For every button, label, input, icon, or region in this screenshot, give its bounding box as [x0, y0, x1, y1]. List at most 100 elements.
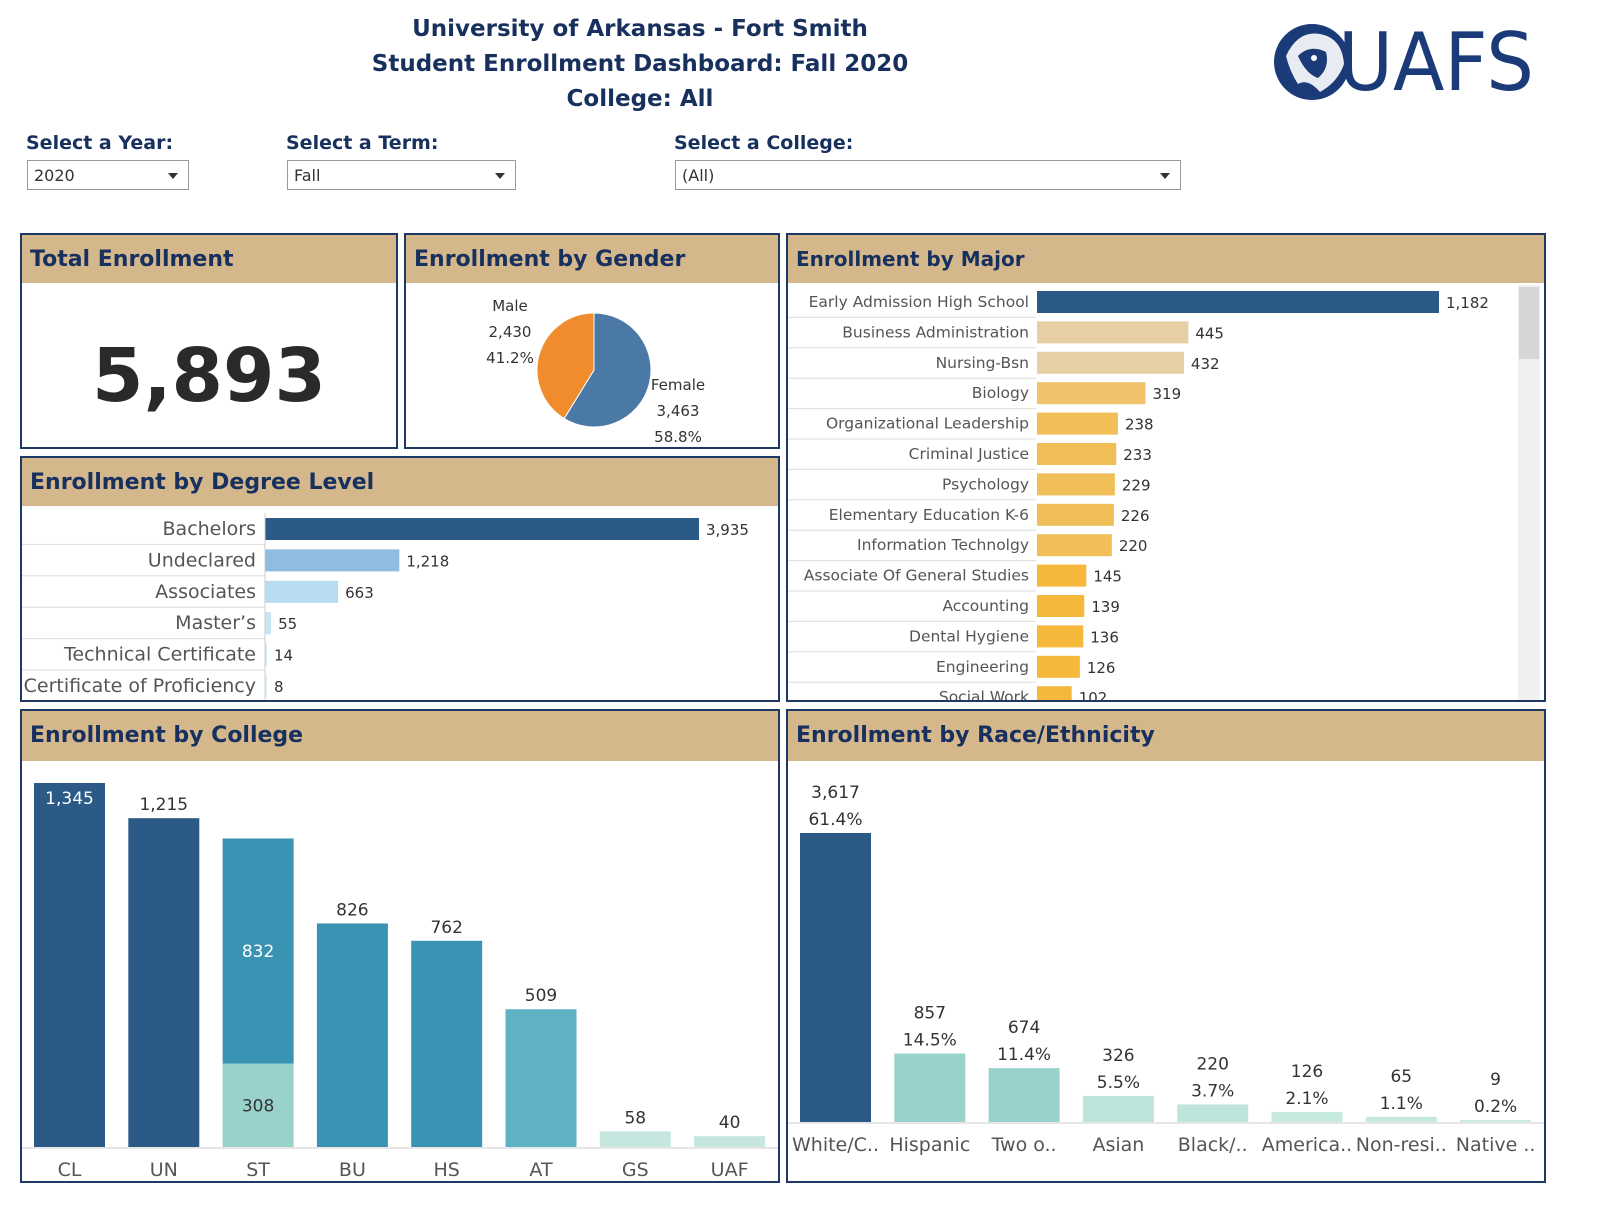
total-enrollment-panel: Total Enrollment 5,893 [20, 233, 398, 449]
major-value-label: 1,182 [1446, 294, 1489, 312]
degree-bar [265, 643, 267, 666]
race-category-label: America.. [1262, 1134, 1352, 1156]
major-category-label: Biology [972, 384, 1029, 402]
major-panel: Enrollment by Major Early Admission High… [786, 233, 1546, 702]
major-value-label: 220 [1119, 537, 1148, 555]
major-bar-chart: Early Admission High School 1,182 Business… [788, 285, 1540, 700]
year-filter-label: Select a Year: [26, 132, 174, 154]
race-value-label: 9 [1490, 1070, 1501, 1090]
college-category-label: BU [339, 1159, 366, 1181]
major-bar [1037, 412, 1118, 435]
major-value-label: 432 [1191, 355, 1220, 373]
college-category-label: HS [434, 1159, 460, 1181]
major-category-label: Early Admission High School [809, 293, 1029, 311]
scrollbar-track [1518, 285, 1540, 700]
college-category-label: UAF [711, 1159, 749, 1181]
degree-bar [265, 518, 699, 540]
chevron-down-icon [495, 173, 505, 179]
major-bar [1037, 351, 1184, 374]
race-bar [1271, 1111, 1343, 1122]
major-category-label: Elementary Education K-6 [829, 506, 1029, 524]
pie-label-female: Female [651, 376, 705, 394]
total-enrollment-title: Total Enrollment [22, 235, 396, 283]
major-value-label: 136 [1090, 628, 1119, 646]
term-select[interactable]: Fall [287, 160, 516, 190]
college-bar [128, 818, 200, 1147]
race-value-label: 674 [1008, 1018, 1040, 1038]
race-bar [988, 1068, 1060, 1122]
race-bar [894, 1053, 966, 1122]
major-bar [1037, 534, 1112, 557]
college-bar-chart: 1,345 CL 1,215 UN 308 832 ST 826 BU 762 HS 509 AT 58 G… [22, 783, 778, 1181]
college-bar [316, 923, 388, 1147]
total-enrollment-value: 5,893 [91, 333, 327, 419]
college-select[interactable]: (All) [675, 160, 1181, 190]
college-value-label: 40 [719, 1113, 741, 1133]
dashboard-title-line1: University of Arkansas - Fort Smith [412, 16, 868, 42]
major-value-label: 102 [1079, 689, 1108, 700]
degree-bar [265, 549, 400, 572]
dashboard-title-line2: Student Enrollment Dashboard: Fall 2020 [371, 51, 909, 77]
major-value-label: 445 [1195, 324, 1224, 342]
college-bar-lower [222, 1063, 294, 1147]
race-bar [1177, 1104, 1249, 1122]
college-bar [222, 838, 294, 1064]
major-bar [1037, 443, 1117, 465]
race-percent-label: 14.5% [903, 1031, 957, 1051]
degree-value-label: 1,218 [406, 552, 449, 570]
degree-value-label: 8 [274, 678, 284, 696]
major-bar [1037, 503, 1114, 526]
college-filter-label: Select a College: [674, 132, 854, 154]
major-title: Enrollment by Major [788, 235, 1544, 283]
college-bar [411, 940, 483, 1147]
major-category-label: Business Administration [842, 323, 1029, 341]
college-select-value: (All) [682, 166, 715, 185]
major-category-label: Associate Of General Studies [804, 567, 1029, 585]
major-category-label: Dental Hygiene [909, 627, 1029, 645]
race-title: Enrollment by Race/Ethnicity [788, 711, 1544, 761]
gender-panel: Enrollment by Gender Male 2,430 41.2% Femal… [404, 233, 780, 449]
major-category-label: Nursing-Bsn [936, 354, 1029, 372]
year-select[interactable]: 2020 [27, 160, 189, 190]
college-category-label: CL [58, 1159, 82, 1181]
year-select-value: 2020 [34, 166, 75, 185]
race-bar [1365, 1116, 1437, 1122]
degree-value-label: 3,935 [706, 521, 749, 539]
race-percent-label: 1.1% [1380, 1094, 1423, 1114]
major-value-label: 126 [1087, 659, 1116, 677]
logo-text: UAFS [1338, 16, 1534, 109]
race-percent-label: 61.4% [808, 810, 862, 830]
major-category-label: Criminal Justice [909, 445, 1029, 463]
race-value-label: 126 [1291, 1062, 1323, 1082]
race-category-label: Native .. [1456, 1134, 1536, 1156]
major-value-label: 229 [1122, 476, 1151, 494]
race-percent-label: 5.5% [1097, 1073, 1140, 1093]
race-category-label: Asian [1092, 1134, 1144, 1156]
dashboard-title-line3: College: All [566, 86, 714, 112]
race-category-label: Non-resi.. [1356, 1134, 1447, 1156]
college-value-label: 832 [242, 942, 274, 962]
race-bar-chart: 3,617 61.4% White/C.. 857 14.5% Hispanic 674 11… [788, 783, 1544, 1156]
pie-label-male: Male [492, 297, 528, 315]
degree-category-label: Technical Certificate [63, 644, 256, 666]
major-bar [1037, 382, 1146, 405]
race-panel: Enrollment by Race/Ethnicity 3,617 61.4% W… [786, 709, 1546, 1183]
college-title: Enrollment by College [22, 711, 778, 761]
race-value-label: 857 [914, 1004, 946, 1024]
race-bar [1460, 1120, 1532, 1122]
degree-title: Enrollment by Degree Level [22, 458, 778, 506]
race-category-label: Black/.. [1178, 1134, 1248, 1156]
college-category-label: UN [150, 1159, 178, 1181]
degree-value-label: 663 [345, 584, 374, 602]
degree-category-label: Bachelors [163, 518, 256, 540]
major-value-label: 238 [1125, 416, 1154, 434]
scrollbar-thumb[interactable] [1519, 287, 1539, 359]
major-bar [1037, 655, 1080, 678]
race-value-label: 65 [1390, 1067, 1412, 1087]
college-value-label: 509 [525, 986, 557, 1006]
major-bar [1037, 625, 1084, 648]
major-value-label: 319 [1152, 385, 1181, 403]
term-filter-label: Select a Term: [286, 132, 439, 154]
gender-title: Enrollment by Gender [406, 235, 778, 283]
college-value-label: 826 [336, 900, 368, 920]
